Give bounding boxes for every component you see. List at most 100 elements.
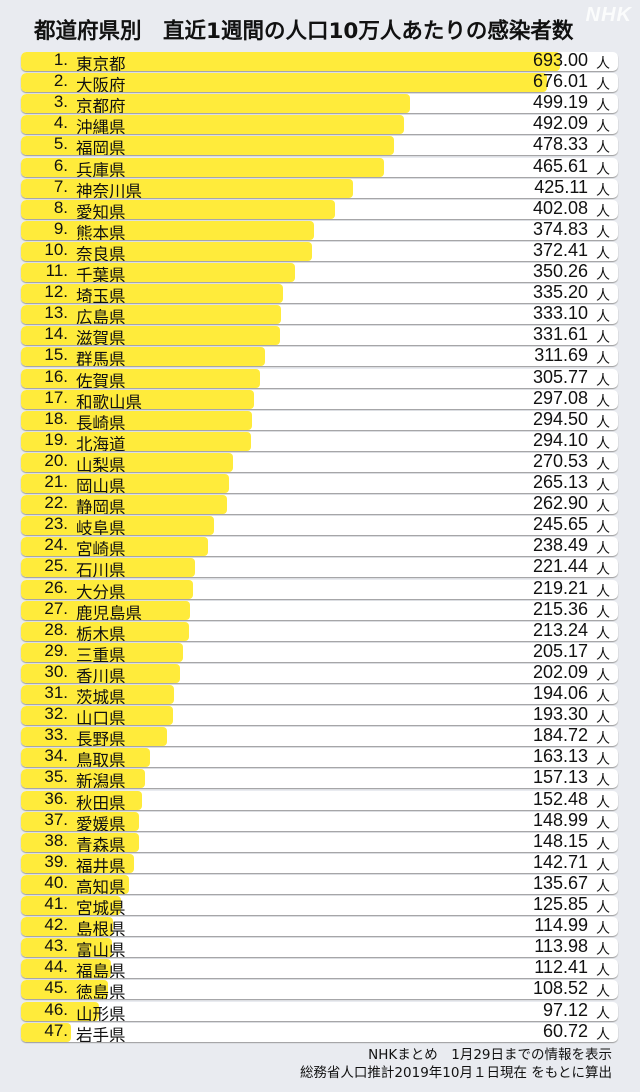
prefecture-label: 神奈川県 bbox=[76, 181, 142, 198]
bar-row: 29. 三重県 205.17 人 bbox=[21, 642, 618, 662]
value-label: 294.10 bbox=[532, 431, 588, 450]
value-label: 402.08 bbox=[532, 199, 588, 218]
value-label: 135.67 bbox=[532, 874, 588, 893]
bar bbox=[21, 495, 228, 515]
unit-label: 人 bbox=[596, 161, 610, 177]
prefecture-label: 富山県 bbox=[76, 941, 126, 958]
value-label: 478.33 bbox=[532, 136, 588, 155]
value-label: 193.30 bbox=[532, 706, 588, 725]
bar-row: 22. 静岡県 262.90 人 bbox=[21, 495, 618, 515]
rank-label: 1. bbox=[53, 52, 68, 69]
unit-label: 人 bbox=[596, 435, 610, 451]
bar bbox=[21, 284, 284, 304]
prefecture-label: 青森県 bbox=[76, 835, 126, 852]
unit-label: 人 bbox=[596, 182, 610, 198]
rank-label: 6. bbox=[53, 157, 68, 175]
prefecture-label: 山形県 bbox=[76, 1004, 126, 1021]
bar-row: 2. 大阪府 676.01 人 bbox=[21, 73, 618, 93]
bar bbox=[21, 263, 295, 282]
value-label: 425.11 bbox=[534, 178, 588, 197]
bar-row: 17. 和歌山県 297.08 人 bbox=[21, 389, 618, 409]
bar bbox=[21, 959, 111, 979]
prefecture-label: 愛知県 bbox=[76, 202, 126, 219]
value-label: 114.99 bbox=[534, 917, 588, 936]
value-label: 97.12 bbox=[542, 1001, 588, 1020]
bar-row: 47. 岩手県 60.72 人 bbox=[21, 1022, 618, 1042]
bar-row: 4. 沖縄県 492.09 人 bbox=[21, 115, 618, 135]
bar-row: 19. 北海道 294.10 人 bbox=[21, 431, 618, 451]
value-label: 297.08 bbox=[532, 389, 588, 408]
rank-label: 23. bbox=[44, 516, 68, 534]
bar bbox=[21, 136, 394, 156]
rank-label: 46. bbox=[44, 1001, 68, 1019]
bar bbox=[21, 52, 560, 71]
rank-label: 44. bbox=[44, 959, 68, 977]
bar bbox=[21, 579, 194, 599]
bar-row: 34. 鳥取県 163.13 人 bbox=[21, 748, 618, 768]
rank-label: 21. bbox=[44, 474, 68, 491]
unit-label: 人 bbox=[596, 773, 610, 789]
bar-row: 44. 福島県 112.41 人 bbox=[21, 959, 618, 979]
bar bbox=[21, 874, 129, 894]
unit-label: 人 bbox=[596, 667, 610, 683]
unit-label: 人 bbox=[596, 583, 610, 599]
rank-label: 2. bbox=[53, 73, 68, 91]
prefecture-label: 埼玉県 bbox=[76, 287, 126, 304]
rank-label: 35. bbox=[44, 769, 68, 787]
unit-label: 人 bbox=[596, 288, 610, 304]
unit-label: 人 bbox=[596, 710, 610, 726]
bar bbox=[21, 790, 142, 810]
bar bbox=[21, 220, 314, 240]
value-label: 205.17 bbox=[532, 642, 588, 661]
rank-label: 28. bbox=[44, 621, 68, 639]
bar-row: 12. 埼玉県 335.20 人 bbox=[21, 284, 618, 304]
value-label: 333.10 bbox=[532, 305, 588, 324]
bar bbox=[21, 600, 191, 620]
prefecture-label: 秋田県 bbox=[76, 793, 126, 810]
rank-label: 3. bbox=[53, 94, 68, 112]
bar-row: 45. 徳島県 108.52 人 bbox=[21, 980, 618, 1000]
bar bbox=[21, 748, 151, 768]
rank-label: 31. bbox=[44, 685, 68, 702]
value-label: 163.13 bbox=[532, 748, 588, 767]
prefecture-label: 山口県 bbox=[76, 709, 126, 726]
bar-row: 18. 長崎県 294.50 人 bbox=[21, 410, 618, 430]
prefecture-label: 三重県 bbox=[76, 645, 126, 662]
rank-label: 39. bbox=[44, 853, 68, 871]
bar-row: 26. 大分県 219.21 人 bbox=[21, 579, 618, 599]
prefecture-label: 福岡県 bbox=[76, 139, 126, 156]
bar-row: 39. 福井県 142.71 人 bbox=[21, 853, 618, 873]
bar-row: 23. 岐阜県 245.65 人 bbox=[21, 516, 618, 536]
prefecture-label: 香川県 bbox=[76, 666, 126, 683]
value-label: 676.01 bbox=[532, 73, 588, 92]
unit-label: 人 bbox=[596, 942, 610, 958]
value-label: 202.09 bbox=[532, 663, 588, 682]
unit-label: 人 bbox=[596, 689, 610, 704]
bar-row: 41. 宮城県 125.85 人 bbox=[21, 896, 618, 915]
rank-label: 4. bbox=[53, 115, 68, 133]
bar bbox=[21, 94, 410, 114]
prefecture-label: 千葉県 bbox=[76, 266, 126, 282]
prefecture-label: 島根県 bbox=[76, 920, 126, 937]
prefecture-label: 愛媛県 bbox=[76, 814, 126, 831]
bar-row: 20. 山梨県 270.53 人 bbox=[21, 452, 618, 472]
bar-row: 31. 茨城県 194.06 人 bbox=[21, 685, 618, 704]
bar bbox=[21, 347, 265, 367]
rank-label: 33. bbox=[44, 727, 68, 745]
bar bbox=[21, 558, 196, 578]
prefecture-label: 兵庫県 bbox=[76, 160, 126, 177]
value-label: 492.09 bbox=[532, 115, 588, 134]
bar bbox=[21, 811, 140, 831]
bar bbox=[21, 769, 146, 789]
bar bbox=[21, 896, 122, 915]
bar bbox=[21, 157, 384, 177]
value-label: 125.85 bbox=[532, 896, 588, 914]
value-label: 113.98 bbox=[534, 938, 588, 957]
prefecture-label: 福井県 bbox=[76, 856, 126, 873]
unit-label: 人 bbox=[596, 984, 610, 1000]
value-label: 194.06 bbox=[532, 685, 588, 703]
prefecture-label: 大阪府 bbox=[76, 76, 126, 93]
prefecture-label: 鳥取県 bbox=[76, 751, 126, 768]
unit-label: 人 bbox=[596, 794, 610, 810]
bar-row: 32. 山口県 193.30 人 bbox=[21, 706, 618, 726]
